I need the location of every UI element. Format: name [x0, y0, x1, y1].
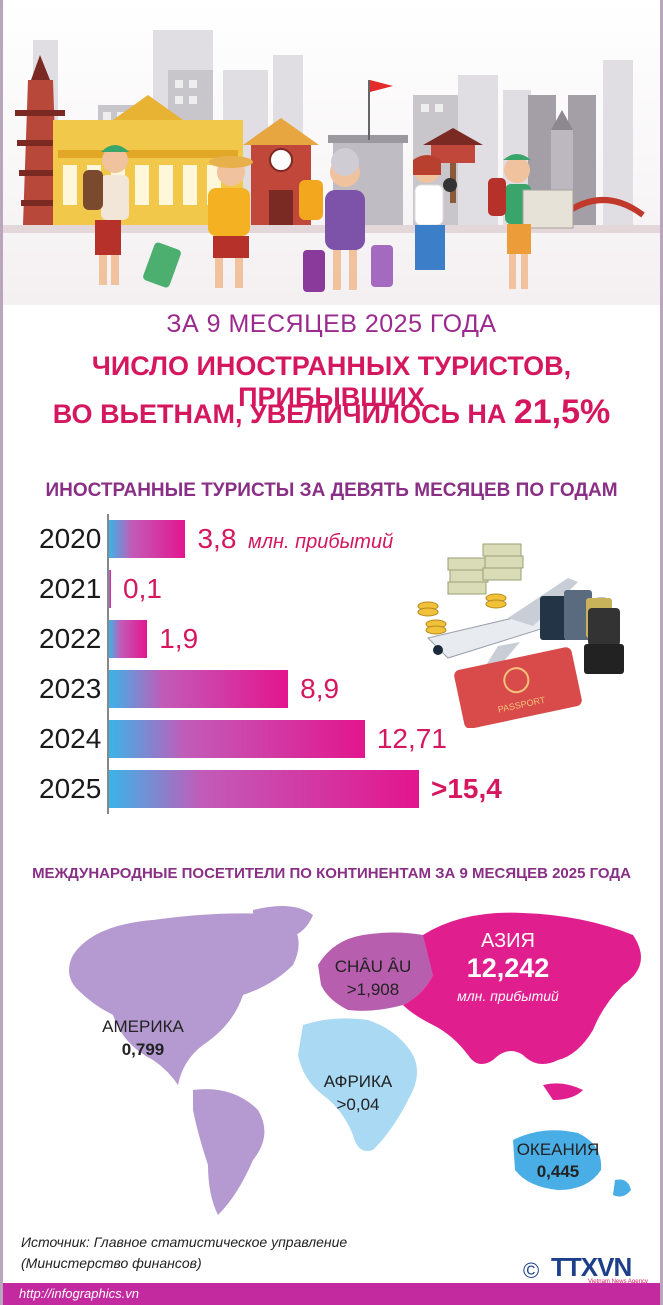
bar-2024 [109, 720, 365, 758]
africa-label: АФРИКА [323, 1072, 393, 1091]
bar-2025 [109, 770, 419, 808]
year-label-2021: 2021 [39, 573, 102, 604]
bar-2023 [109, 670, 289, 708]
map-africa [298, 1018, 417, 1151]
unit-label: млн. прибытий [242, 531, 394, 553]
agency-name: Vietnam News Agency [588, 1279, 648, 1285]
asia-unit: млн. прибытий [457, 988, 559, 1004]
footer-bar: http://infographics.vn [3, 1283, 660, 1305]
travel-illustration: PASSPORT [417, 543, 624, 728]
years-chart-title: ИНОСТРАННЫЕ ТУРИСТЫ ЗА ДЕВЯТЬ МЕСЯЦЕВ ПО… [45, 480, 618, 501]
tourist-3 [299, 148, 393, 292]
growth-percentage: 21,5% [513, 393, 611, 431]
africa-value: >0,04 [336, 1095, 380, 1114]
source-line-1: Источник: Главное статистическое управле… [21, 1234, 348, 1250]
america-label: АМЕРИКА [102, 1017, 184, 1036]
europe-value: >1,908 [346, 980, 400, 999]
map-oceania [513, 1130, 602, 1190]
year-label-2025: 2025 [39, 773, 102, 804]
map-europe [318, 932, 437, 1011]
europe-label: CHÂU ÂU [334, 957, 412, 976]
headline-line-2: ВО ВЬЕТНАМ, УВЕЛИЧИЛОСЬ НА 21,5% [3, 393, 660, 432]
value-label-2020: 3,8 млн. прибытий [197, 523, 394, 554]
map-americas-south [193, 1089, 265, 1215]
oceania-label: ОКЕАНИЯ [516, 1140, 600, 1159]
year-label-2023: 2023 [39, 673, 102, 704]
chart-axis-line [107, 514, 109, 814]
years-bar-chart: 2020 3,8 млн. прибытий 2021 0,1 2022 1,9 2023 8… [3, 510, 660, 820]
bar-2021 [109, 570, 111, 608]
bar-2020 [109, 520, 186, 558]
tourists-cityscape-illustration [3, 0, 660, 305]
asia-label: АЗИЯ [480, 930, 535, 952]
copyright-icon: © [523, 1258, 540, 1283]
value-label-2023: 8,9 [300, 673, 340, 704]
map-americas-north [69, 913, 299, 1085]
website-link[interactable]: http://infographics.vn [19, 1286, 139, 1301]
asia-value: 12,242 [466, 953, 550, 983]
ttxvn-logo: TTXVN [551, 1252, 632, 1282]
source-note: Источник: Главное статистическое управле… [21, 1232, 401, 1274]
map-asia [403, 912, 641, 1064]
value-label-2021: 0,1 [123, 573, 162, 604]
value-label-2025: >15,4 [431, 773, 502, 804]
headline-line-1: ЧИСЛО ИНОСТРАННЫХ ТУРИСТОВ, ПРИБЫВШИХ [91, 351, 572, 412]
year-label-2020: 2020 [39, 523, 102, 554]
tourist-1 [83, 145, 181, 288]
year-label-2022: 2022 [39, 623, 102, 654]
headline-text: ВО ВЬЕТНАМ, УВЕЛИЧИЛОСЬ НА [52, 399, 507, 429]
source-line-2: (Министерство финансов) [21, 1255, 202, 1271]
value-label-2022: 1,9 [159, 623, 199, 654]
continents-title: МЕЖДУНАРОДНЫЕ ПОСЕТИТЕЛИ ПО КОНТИНЕНТАМ … [32, 865, 631, 882]
america-value: 0,799 [121, 1040, 165, 1059]
passport-icon: PASSPORT [454, 647, 582, 728]
year-label-2024: 2024 [39, 723, 102, 754]
tourist-5 [488, 154, 574, 289]
pagoda-tower [15, 55, 65, 225]
world-map [69, 906, 641, 1215]
value-label-2024: 12,71 [376, 723, 447, 754]
oceania-value: 0,445 [536, 1162, 580, 1181]
period-subtitle: ЗА 9 МЕСЯЦЕВ 2025 ГОДА [166, 310, 497, 338]
tourist-4 [413, 155, 457, 270]
bar-2022 [109, 620, 148, 658]
tourist-2 [208, 156, 253, 288]
